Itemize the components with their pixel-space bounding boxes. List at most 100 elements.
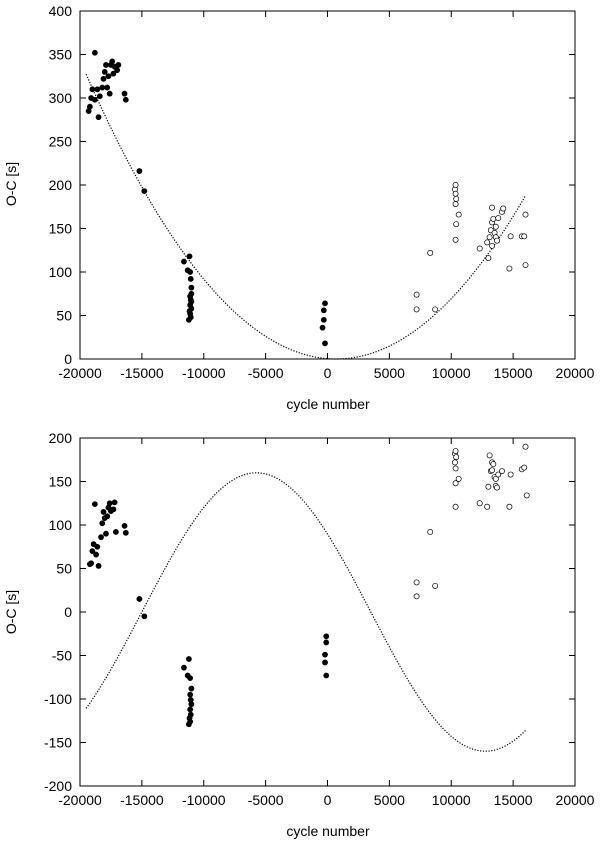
bottom-panel: O-C [s] cycle number -20000 -15000 -10000-… bbox=[3, 430, 595, 839]
bottom-filled-data-point bbox=[100, 509, 107, 515]
bottom-open-data-point bbox=[523, 492, 530, 499]
top-open-data-point bbox=[452, 236, 459, 243]
bottom-filled-data-point bbox=[181, 664, 187, 671]
top-filled-data-point bbox=[85, 108, 92, 114]
top-open-data-point bbox=[476, 245, 483, 252]
bottom-filled-data-point bbox=[89, 548, 96, 554]
top-y-axis-label: O-C [s] bbox=[3, 162, 19, 206]
top-x-tick-label: 10000 bbox=[432, 365, 471, 381]
bottom-open-data-point bbox=[507, 471, 514, 478]
top-y-tick-label: 200 bbox=[49, 177, 73, 193]
bottom-open-data-point bbox=[522, 443, 529, 450]
top-x-tick-label: -5000 bbox=[248, 365, 284, 381]
bottom-x-tick-label: 15000 bbox=[494, 792, 533, 808]
bottom-filled-data-point bbox=[141, 613, 148, 620]
top-x-tick-label: 15000 bbox=[494, 365, 533, 381]
top-filled-data-point bbox=[100, 75, 107, 82]
bottom-x-axis-label: cycle number bbox=[286, 823, 370, 839]
top-filled-data-point bbox=[99, 84, 106, 91]
top-filled-data-point bbox=[121, 90, 128, 97]
bottom-open-data-point bbox=[506, 503, 513, 510]
bottom-open-data-point bbox=[452, 503, 459, 510]
bottom-filled-data-point bbox=[323, 639, 330, 646]
bottom-filled-data-point bbox=[103, 530, 109, 537]
bottom-x-tick-label: 10000 bbox=[432, 792, 471, 808]
bottom-x-tick-label: 0 bbox=[324, 792, 332, 808]
top-open-data-point bbox=[506, 265, 513, 272]
bottom-y-tick-label: 0 bbox=[64, 604, 72, 620]
bottom-open-data-point bbox=[432, 582, 439, 589]
top-open-data-point bbox=[522, 262, 529, 268]
bottom-x-tick-label: -15000 bbox=[120, 792, 164, 808]
bottom-filled-data-point bbox=[111, 499, 118, 506]
bottom-x-tick-label: 5000 bbox=[374, 792, 405, 808]
top-y-tick-label: 50 bbox=[56, 308, 72, 324]
top-filled-data-point bbox=[181, 258, 187, 265]
bottom-filled-data-point bbox=[112, 529, 119, 535]
bottom-filled-data-point bbox=[93, 551, 99, 558]
top-open-data-point bbox=[455, 211, 462, 218]
bottom-open-data-point bbox=[452, 480, 459, 487]
top-open-data-point bbox=[489, 242, 496, 249]
top-x-tick-label: 0 bbox=[324, 365, 332, 381]
top-filled-data-point bbox=[101, 69, 108, 75]
bottom-filled-data-point bbox=[106, 500, 113, 507]
bottom-filled-data-point bbox=[323, 672, 330, 679]
bottom-open-data-point bbox=[489, 467, 496, 474]
top-open-data-point bbox=[522, 211, 529, 218]
bottom-open-data-point bbox=[413, 579, 420, 586]
bottom-x-tick-label: 20000 bbox=[556, 792, 595, 808]
bottom-filled-data-point bbox=[322, 651, 328, 658]
top-x-tick-label: 20000 bbox=[556, 365, 595, 381]
bottom-filled-data-point bbox=[99, 520, 106, 527]
top-y-tick-label: 250 bbox=[49, 134, 73, 150]
top-open-data-point bbox=[484, 239, 491, 246]
bottom-x-tick-label: -10000 bbox=[182, 792, 226, 808]
top-x-axis-label: cycle number bbox=[286, 396, 370, 412]
top-open-data-point bbox=[485, 255, 492, 262]
top-filled-data-point bbox=[188, 284, 195, 291]
bottom-open-data-point bbox=[452, 459, 458, 466]
top-filled-data-point bbox=[322, 300, 328, 307]
top-open-data-point bbox=[507, 233, 514, 240]
top-y-tick-label: 150 bbox=[49, 221, 73, 237]
top-plot-frame bbox=[79, 10, 576, 360]
bottom-y-tick-label: -100 bbox=[44, 691, 72, 707]
bottom-filled-data-point bbox=[104, 513, 111, 520]
top-y-tick-label: 0 bbox=[64, 351, 72, 367]
bottom-filled-data-point bbox=[121, 522, 128, 529]
top-filled-data-point bbox=[185, 316, 192, 323]
top-x-tick-label: -20000 bbox=[58, 365, 102, 381]
bottom-filled-data-point bbox=[185, 721, 192, 728]
top-filled-data-point bbox=[319, 324, 326, 331]
bottom-filled-data-point bbox=[110, 506, 117, 513]
top-filled-data-point bbox=[115, 62, 122, 68]
bottom-open-data-point bbox=[485, 483, 492, 490]
top-filled-data-point bbox=[187, 276, 194, 282]
top-filled-data-point bbox=[114, 67, 121, 74]
bottom-y-tick-label: 50 bbox=[56, 561, 72, 577]
top-open-data-point bbox=[494, 237, 500, 244]
top-open-data-point bbox=[495, 215, 502, 222]
bottom-y-tick-label: -200 bbox=[44, 778, 72, 794]
bottom-open-data-point bbox=[427, 529, 434, 535]
bottom-filled-data-point bbox=[187, 706, 194, 713]
bottom-y-tick-label: 100 bbox=[49, 517, 73, 533]
top-open-data-point bbox=[489, 204, 496, 211]
top-filled-data-point bbox=[322, 340, 328, 347]
bottom-open-data-point bbox=[453, 454, 460, 461]
bottom-filled-data-point bbox=[187, 675, 194, 682]
top-filled-data-point bbox=[89, 86, 96, 93]
top-filled-data-point bbox=[91, 49, 98, 56]
bottom-x-tick-label: -20000 bbox=[58, 792, 102, 808]
bottom-open-data-point bbox=[492, 475, 499, 482]
top-filled-data-point bbox=[186, 253, 193, 260]
bottom-x-tick-label: -5000 bbox=[248, 792, 284, 808]
top-filled-data-point bbox=[95, 114, 102, 121]
top-open-data-point bbox=[492, 223, 499, 230]
top-open-data-point bbox=[500, 205, 507, 212]
top-filled-data-point bbox=[109, 58, 116, 65]
top-filled-data-point bbox=[141, 188, 148, 194]
top-filled-data-point bbox=[94, 86, 101, 93]
bottom-filled-data-point bbox=[94, 543, 101, 550]
